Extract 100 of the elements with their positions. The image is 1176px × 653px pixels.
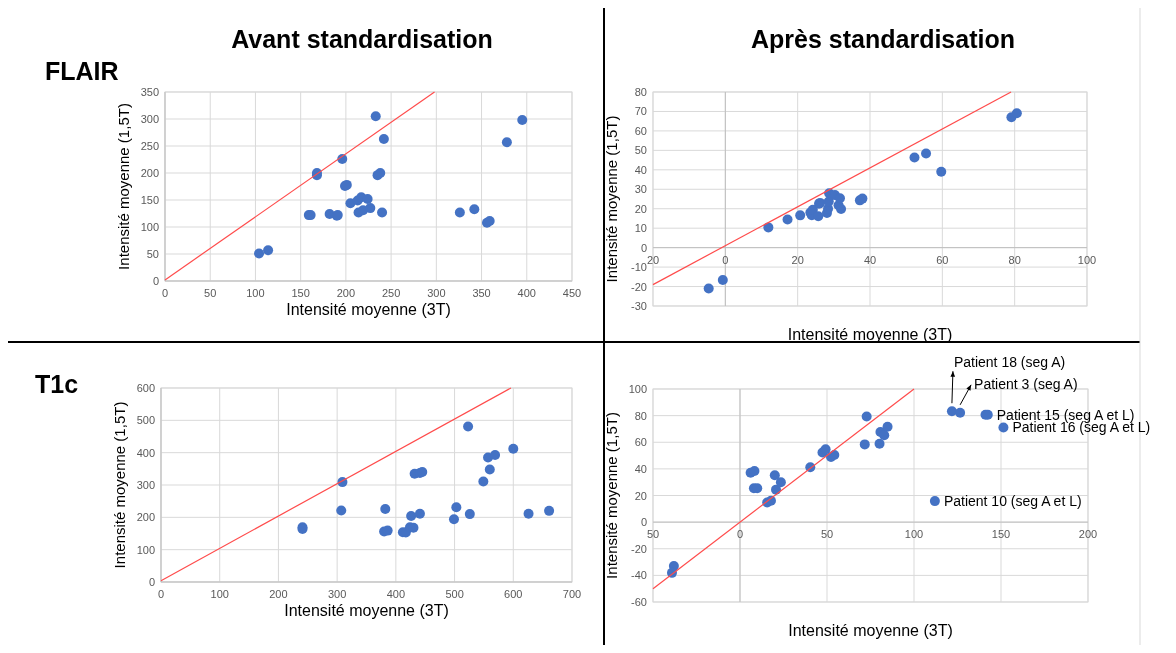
point [909,152,920,163]
y-tick-label: 500 [136,414,155,427]
point [508,443,519,454]
point [544,505,555,516]
point [484,464,495,475]
y-tick-label: 300 [136,479,155,491]
point [795,210,806,221]
point [254,248,265,259]
y-tick-label: -30 [631,300,647,312]
point [921,148,932,159]
y-tick-label: 20 [634,489,647,502]
point [936,166,947,177]
y-tick-label: 200 [136,511,155,524]
point [717,274,728,285]
y-tick-label: 60 [634,436,647,449]
x-tick-label: 0 [736,528,744,541]
chart-title: Après standardisation [751,25,1015,53]
chart-subtitle: T1c [35,370,79,398]
point [463,421,474,432]
point [451,502,462,513]
annotation: Patient 18 (seg A) [953,354,1066,371]
y-tick-label: 100 [628,383,647,395]
x-tick-label: 300 [327,588,347,600]
y-axis-title: Intensité moyenne (1,5T) [111,401,128,569]
x-tick-label: 100 [210,588,229,600]
y-tick-label: 200 [140,167,159,179]
point [782,214,793,225]
x-tick-label: 400 [517,287,536,299]
y-tick-label: 30 [634,183,647,196]
x-tick-label: 450 [562,287,582,299]
x-tick-label: 300 [427,287,446,299]
y-tick-label: 0 [640,516,647,529]
y-tick-label: 0 [640,241,647,254]
point [882,421,893,432]
y-tick-label: 300 [140,113,159,125]
y-tick-label: 400 [136,446,155,459]
y-tick-label: 10 [634,222,647,235]
point [946,406,957,417]
y-tick-label: -20 [631,542,647,555]
y-tick-label: 250 [140,140,159,152]
point [523,508,534,519]
point [749,466,760,477]
point [406,511,417,522]
point [879,430,890,441]
y-tick-label: 80 [634,409,647,422]
y-tick-label: 100 [140,221,159,233]
x-tick-label: 100 [904,528,924,541]
point [813,211,824,222]
point [414,508,425,519]
chart-subtitle: FLAIR [45,57,119,85]
x-tick-label: 500 [445,588,464,600]
y-tick-label: -10 [631,261,647,274]
point [464,509,475,520]
point [454,207,465,218]
y-tick-label: 50 [634,144,647,157]
point [929,496,940,507]
x-tick-label: 80 [1008,253,1021,266]
y-tick-label: 350 [140,86,159,98]
x-tick-label: 0 [722,253,729,266]
point [703,283,714,294]
point [861,411,872,422]
y-tick-label: 0 [152,275,159,287]
y-tick-label: 0 [148,576,155,588]
annotation: Patient 3 (seg A) [974,375,1078,392]
x-tick-label: 350 [472,287,491,299]
x-tick-label: 40 [863,253,877,266]
point [365,203,376,214]
point [517,115,528,126]
point [380,503,391,514]
x-tick-label: 200 [336,287,356,299]
x-tick-label: 400 [386,588,406,600]
x-tick-label: 600 [504,588,523,600]
point [448,514,459,525]
point [362,193,373,204]
point [370,111,381,122]
x-tick-label: 250 [381,287,401,299]
y-tick-label: 70 [634,105,647,118]
y-axis-title: Intensité moyenne (1,5T) [115,103,132,270]
point [378,133,389,144]
x-tick-label: 150 [991,528,1011,541]
x-tick-label: 150 [291,287,310,299]
y-tick-label: 600 [136,382,155,394]
y-tick-label: 40 [634,462,647,475]
point [263,245,274,256]
y-axis-title: Intensité moyenne (1,5T) [603,115,620,283]
x-tick-label: 50 [204,287,217,299]
y-tick-label: 150 [140,194,159,206]
y-tick-label: 80 [634,86,647,98]
y-tick-label: -40 [631,569,647,582]
point [998,422,1009,433]
y-axis-title: Intensité moyenne (1,5T) [603,412,620,579]
x-tick-label: 100 [246,287,265,299]
y-tick-label: -60 [631,596,647,608]
chart-title: Avant standardisation [231,25,493,53]
y-tick-label: -20 [631,280,647,293]
x-axis-title: Intensité moyenne (3T) [286,301,451,318]
x-tick-label: 200 [269,588,288,600]
point [1011,108,1022,119]
point [501,137,512,148]
point [469,204,480,215]
